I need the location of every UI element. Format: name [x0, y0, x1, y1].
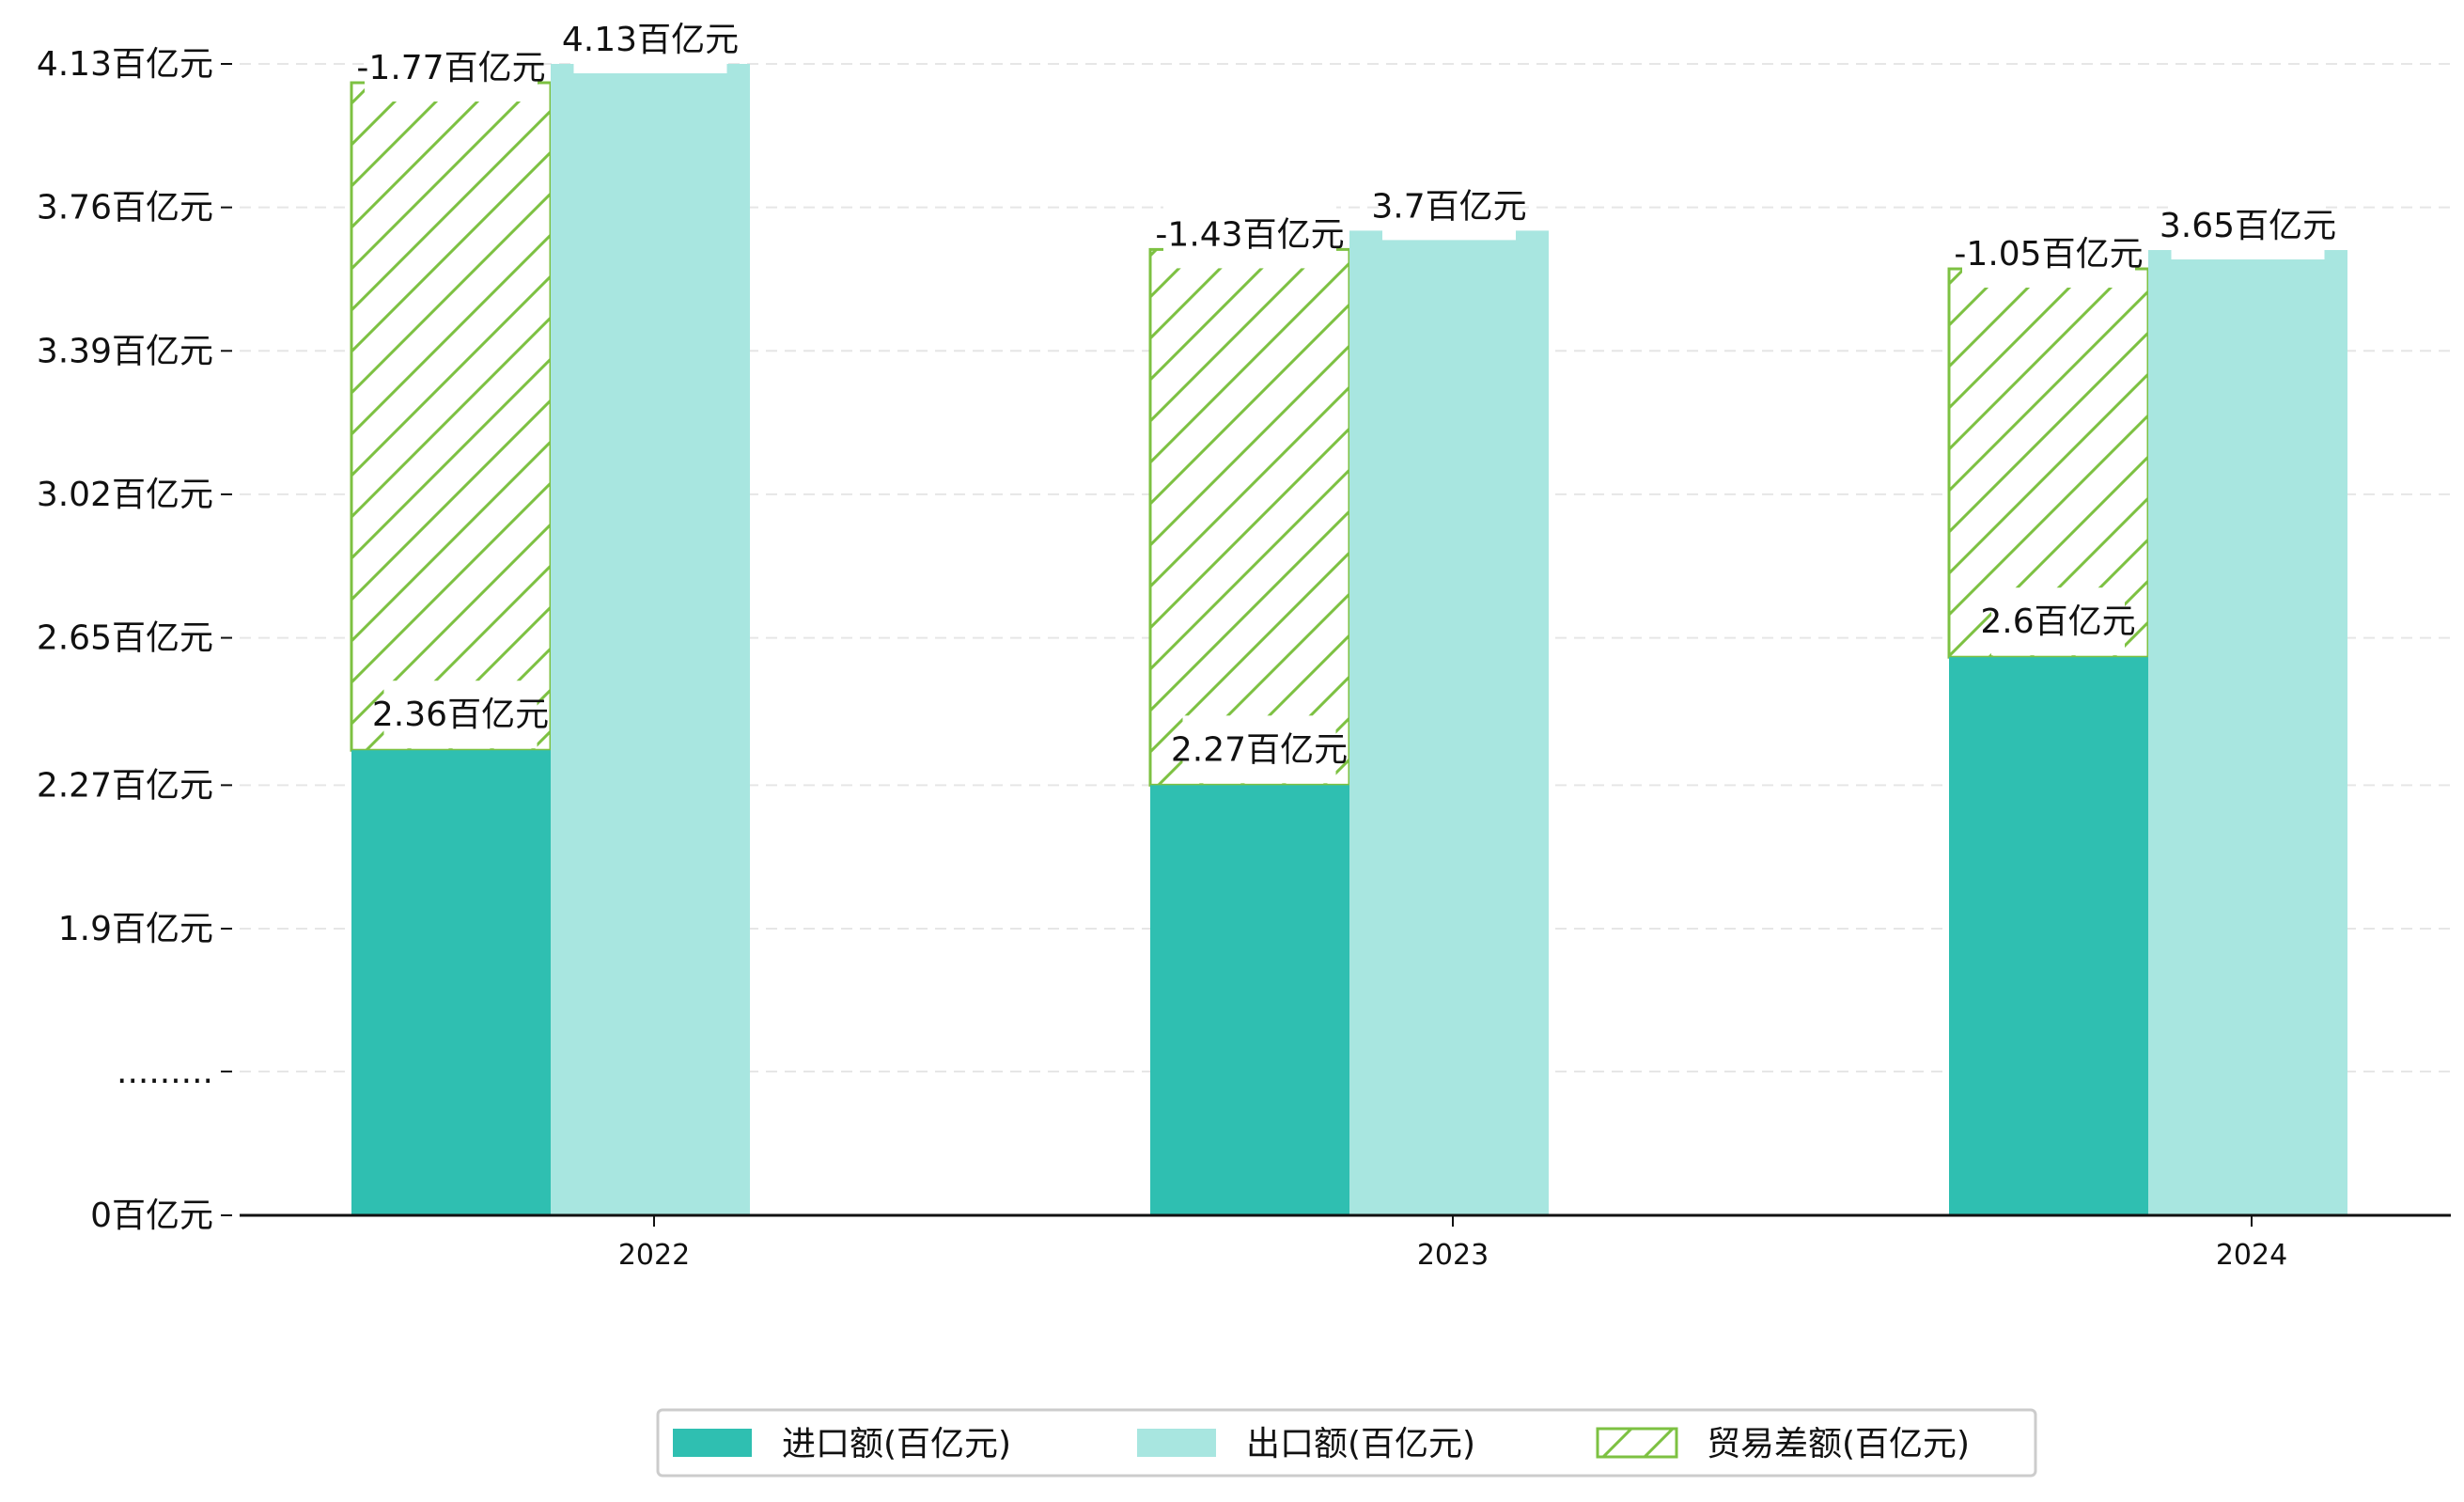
x-tick-label: 2023: [1417, 1239, 1489, 1272]
data-label: -1.05百亿元: [1954, 235, 2143, 274]
x-tick-label: 2022: [618, 1239, 690, 1272]
data-label: 3.7百亿元: [1371, 187, 1526, 226]
data-label-bg: [2171, 192, 2325, 260]
axes-group: 0百亿元......... 1.9百亿元 2.27百亿元 2.65百亿元 3.02百亿元…: [37, 45, 2451, 1272]
y-tick-label: 2.27百亿元: [37, 766, 213, 805]
data-label-bg: [1962, 220, 2135, 289]
bar-import: [1150, 785, 1349, 1215]
data-label-bg: [1991, 587, 2125, 656]
data-label-bg: [1163, 200, 1336, 269]
y-tick-label: 3.76百亿元: [37, 189, 213, 227]
bar-export: [2148, 250, 2347, 1216]
data-label-bg: [1182, 715, 1336, 784]
y-tick-label: 2.65百亿元: [37, 619, 213, 658]
legend-frame: [656, 1408, 2037, 1478]
bar-export: [551, 64, 750, 1215]
x-tick-label: 2024: [2216, 1239, 2287, 1272]
bars-group: [350, 64, 2347, 1216]
data-label: -1.43百亿元: [1155, 215, 1344, 254]
legend-swatch: [1137, 1429, 1216, 1457]
data-label: 4.13百亿元: [562, 21, 739, 59]
y-tick-label: .........: [117, 1053, 213, 1091]
data-label: 3.65百亿元: [2160, 207, 2336, 245]
data-label: 2.27百亿元: [1171, 730, 1348, 769]
y-tick-label: 3.02百亿元: [37, 476, 213, 514]
data-label-bg: [1382, 172, 1516, 241]
data-label-bg: [365, 34, 538, 102]
legend-label: 贸易差额(百亿元): [1707, 1425, 1970, 1463]
data-label: 2.36百亿元: [372, 696, 549, 734]
legend: 进口额(百亿元) 出口额(百亿元) 贸易差额(百亿元): [656, 1408, 2037, 1478]
legend-swatch: [1596, 1427, 1678, 1459]
data-labels-group: 2.36百亿元 4.13百亿元 -1.77百亿元 2.27百亿元 3.7百亿元 -1.43…: [356, 6, 2336, 784]
data-label-bg: [573, 6, 727, 73]
data-label: -1.77百亿元: [356, 49, 545, 87]
bar-import: [351, 750, 551, 1215]
y-tick-label: 4.13百亿元: [37, 45, 213, 84]
y-tick-label: 3.39百亿元: [37, 332, 213, 370]
bar-export: [1349, 230, 1549, 1215]
legend-swatch: [673, 1429, 752, 1457]
bar-import: [1949, 657, 2148, 1215]
data-label: 2.6百亿元: [1980, 602, 2135, 641]
legend-label: 进口额(百亿元): [782, 1425, 1011, 1463]
y-tick-label: 1.9百亿元: [58, 910, 213, 948]
legend-label: 出口额(百亿元): [1246, 1425, 1475, 1463]
bar-trade-balance: [1148, 247, 1351, 787]
bar-trade-balance: [350, 81, 553, 752]
data-label-bg: [383, 681, 538, 749]
y-tick-label: 0百亿元: [90, 1197, 213, 1235]
